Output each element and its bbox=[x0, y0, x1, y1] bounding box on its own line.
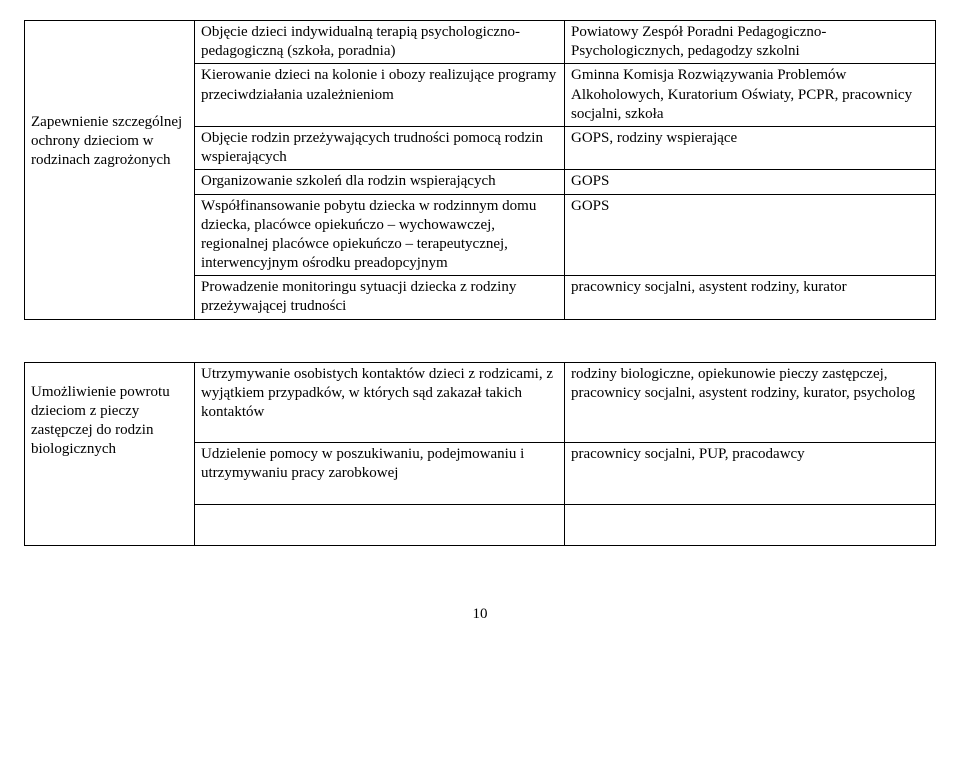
exec-cell: GOPS, rodziny wspierające bbox=[565, 126, 936, 169]
exec-cell: GOPS bbox=[565, 170, 936, 194]
action-cell: Objęcie dzieci indywidualną terapią psyc… bbox=[195, 21, 565, 64]
category-label: Zapewnienie szczególnej ochrony dzieciom… bbox=[31, 114, 182, 168]
exec-cell: Gminna Komisja Rozwiązywania Problemów A… bbox=[565, 64, 936, 127]
category-cell: Umożliwienie powrotu dzieciom z pieczy z… bbox=[25, 362, 195, 545]
category-label: Umożliwienie powrotu dzieciom z pieczy z… bbox=[31, 384, 170, 458]
exec-cell: GOPS bbox=[565, 194, 936, 276]
action-cell: Współfinansowanie pobytu dziecka w rodzi… bbox=[195, 194, 565, 276]
action-cell: Kierowanie dzieci na kolonie i obozy rea… bbox=[195, 64, 565, 127]
action-cell: Prowadzenie monitoringu sytuacji dziecka… bbox=[195, 276, 565, 319]
category-cell: Zapewnienie szczególnej ochrony dzieciom… bbox=[25, 21, 195, 320]
action-cell bbox=[195, 504, 565, 545]
table-row: Zapewnienie szczególnej ochrony dzieciom… bbox=[25, 21, 936, 64]
table-row: Umożliwienie powrotu dzieciom z pieczy z… bbox=[25, 362, 936, 443]
page-number: 10 bbox=[24, 606, 936, 623]
action-text: Udzielenie pomocy w poszukiwaniu, podejm… bbox=[201, 446, 524, 481]
exec-cell: pracownicy socjalni, asystent rodziny, k… bbox=[565, 276, 936, 319]
action-cell: Udzielenie pomocy w poszukiwaniu, podejm… bbox=[195, 443, 565, 504]
exec-cell: rodziny biologiczne, opiekunowie pieczy … bbox=[565, 362, 936, 443]
exec-cell: pracownicy socjalni, PUP, pracodawcy bbox=[565, 443, 936, 504]
action-cell: Objęcie rodzin przeżywających trudności … bbox=[195, 126, 565, 169]
table-1: Zapewnienie szczególnej ochrony dzieciom… bbox=[24, 20, 936, 320]
action-cell: Utrzymywanie osobistych kontaktów dzieci… bbox=[195, 362, 565, 443]
action-text: Utrzymywanie osobistych kontaktów dzieci… bbox=[201, 366, 553, 420]
exec-cell: Powiatowy Zespół Poradni Pedagogiczno-Ps… bbox=[565, 21, 936, 64]
exec-cell bbox=[565, 504, 936, 545]
action-cell: Organizowanie szkoleń dla rodzin wspiera… bbox=[195, 170, 565, 194]
table-2: Umożliwienie powrotu dzieciom z pieczy z… bbox=[24, 362, 936, 546]
